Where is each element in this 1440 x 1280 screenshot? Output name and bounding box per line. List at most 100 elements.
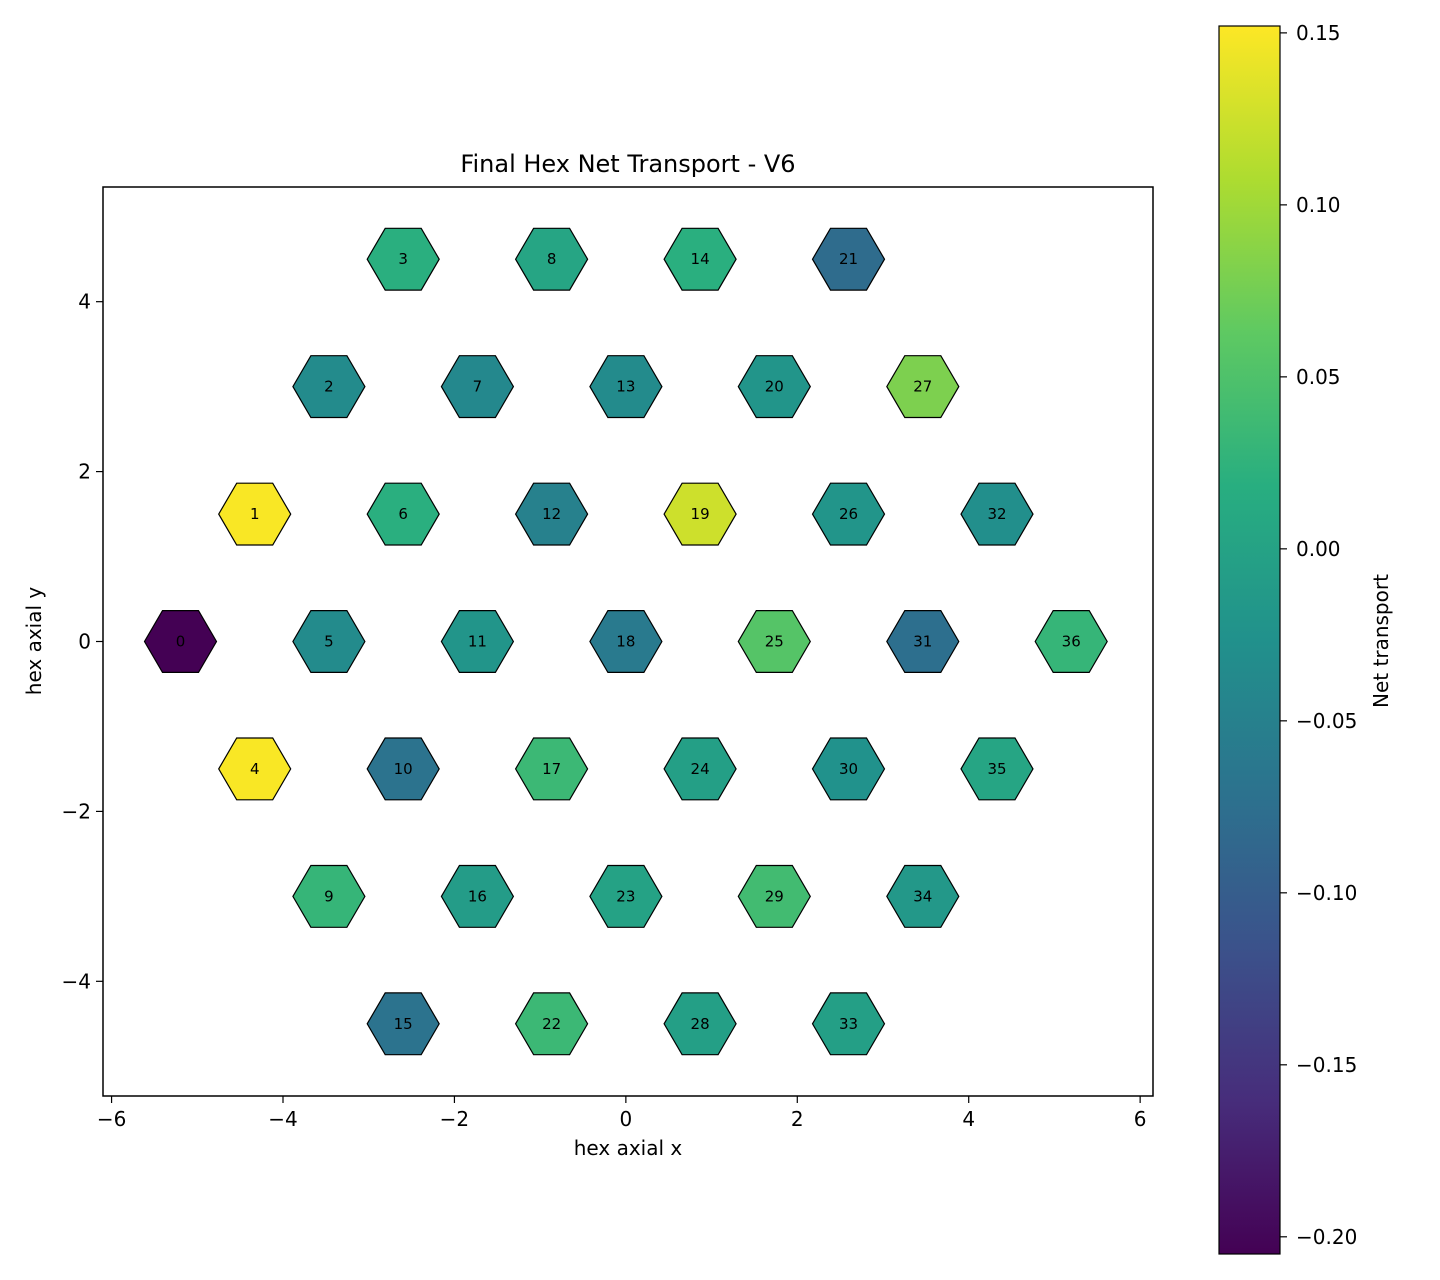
hex-shape <box>737 355 811 419</box>
hex-shape <box>663 227 737 291</box>
hex-shape <box>1034 609 1108 674</box>
hex-cell: 36 <box>1034 609 1108 674</box>
hex-cell: 29 <box>737 864 811 928</box>
hex-shape <box>218 737 292 801</box>
hex-cell: 34 <box>886 864 960 928</box>
hex-cell: 32 <box>960 482 1034 546</box>
hex-id-label: 15 <box>394 1015 413 1033</box>
x-tick-label: 6 <box>1134 1107 1147 1131</box>
hex-shape <box>663 482 737 546</box>
hex-id-label: 14 <box>691 250 710 268</box>
hex-shape <box>811 992 886 1056</box>
colorbar-tick-label: −0.05 <box>1296 709 1357 733</box>
hex-shape <box>366 992 440 1056</box>
x-tick-label: −6 <box>97 1107 126 1131</box>
hex-shape <box>292 609 366 674</box>
hex-shape <box>514 482 589 546</box>
hex-shape <box>589 864 663 928</box>
hex-id-label: 10 <box>394 760 413 778</box>
hex-cell: 13 <box>589 355 663 419</box>
hex-cell: 33 <box>811 992 886 1056</box>
chart-title: Final Hex Net Transport - V6 <box>460 150 795 178</box>
hex-shape <box>886 355 960 419</box>
hex-shape <box>737 609 811 674</box>
x-tick-label: 2 <box>791 1107 804 1131</box>
hex-cell: 17 <box>514 737 589 801</box>
colorbar-tick-label: 0.10 <box>1296 193 1341 217</box>
hex-id-label: 9 <box>324 887 334 905</box>
hex-cell: 20 <box>737 355 811 419</box>
hex-shape <box>737 864 811 928</box>
hex-id-label: 27 <box>913 378 932 396</box>
hex-cell: 23 <box>589 864 663 928</box>
hex-shape <box>663 737 737 801</box>
hex-cell: 21 <box>811 227 886 291</box>
hex-cell: 5 <box>292 609 366 674</box>
hex-cell: 2 <box>292 355 366 419</box>
colorbar-tick-label: −0.20 <box>1296 1225 1357 1249</box>
hex-shape <box>886 864 960 928</box>
hex-id-label: 25 <box>765 633 784 651</box>
hex-shape <box>292 864 366 928</box>
hex-id-label: 33 <box>839 1015 858 1033</box>
hex-cell: 6 <box>366 482 440 546</box>
hex-shape <box>589 609 663 674</box>
hex-id-label: 21 <box>839 250 858 268</box>
x-tick-label: 4 <box>962 1107 975 1131</box>
hex-cell: 9 <box>292 864 366 928</box>
hex-id-label: 12 <box>542 505 561 523</box>
hex-id-label: 32 <box>987 505 1006 523</box>
colorbar-tick-label: −0.10 <box>1296 881 1357 905</box>
hex-cell: 14 <box>663 227 737 291</box>
hex-cell: 10 <box>366 737 440 801</box>
hex-cells: 0123456789101112131415161718192021222324… <box>143 227 1108 1056</box>
hex-id-label: 0 <box>176 633 186 651</box>
colorbar-tick-label: 0.15 <box>1296 21 1341 45</box>
hex-shape <box>292 355 366 419</box>
x-tick-label: −2 <box>440 1107 469 1131</box>
hex-shape <box>589 355 663 419</box>
hex-id-label: 26 <box>839 505 858 523</box>
y-tick-label: −4 <box>62 969 91 993</box>
hex-id-label: 19 <box>691 505 710 523</box>
hex-cell: 18 <box>589 609 663 674</box>
hex-cell: 35 <box>960 737 1034 801</box>
hex-cell: 16 <box>440 864 515 928</box>
hex-shape <box>886 609 960 674</box>
hex-shape <box>960 737 1034 801</box>
hex-cell: 0 <box>143 609 218 674</box>
hex-id-label: 7 <box>473 378 483 396</box>
hex-cell: 1 <box>218 482 292 546</box>
colorbar-tick-label: −0.15 <box>1296 1053 1357 1077</box>
hex-shape <box>514 227 589 291</box>
hex-id-label: 24 <box>691 760 710 778</box>
hex-cell: 12 <box>514 482 589 546</box>
hex-cell: 3 <box>366 227 440 291</box>
hex-id-label: 17 <box>542 760 561 778</box>
y-tick-label: 2 <box>78 460 91 484</box>
y-tick-label: 4 <box>78 290 91 314</box>
colorbar <box>1218 25 1281 1255</box>
hex-cell: 7 <box>440 355 515 419</box>
hex-id-label: 36 <box>1062 633 1081 651</box>
hex-cell: 28 <box>663 992 737 1056</box>
hex-cell: 11 <box>440 609 515 674</box>
hex-id-label: 20 <box>765 378 784 396</box>
x-axis-ticks: −6 −4 −2 0 2 4 6 <box>97 1096 1147 1131</box>
hex-id-label: 31 <box>913 633 932 651</box>
colorbar-label: Net transport <box>1369 574 1393 708</box>
hex-id-label: 3 <box>398 250 408 268</box>
hex-id-label: 5 <box>324 633 334 651</box>
hex-id-label: 1 <box>250 505 260 523</box>
hex-shape <box>366 227 440 291</box>
hex-id-label: 13 <box>616 378 635 396</box>
hex-shape <box>960 482 1034 546</box>
x-axis-label: hex axial x <box>574 1136 683 1160</box>
hex-cell: 15 <box>366 992 440 1056</box>
hex-shape <box>143 609 218 674</box>
hex-cell: 22 <box>514 992 589 1056</box>
hex-shape <box>366 482 440 546</box>
hex-shape <box>218 482 292 546</box>
y-tick-label: 0 <box>78 630 91 654</box>
hex-id-label: 35 <box>987 760 1006 778</box>
